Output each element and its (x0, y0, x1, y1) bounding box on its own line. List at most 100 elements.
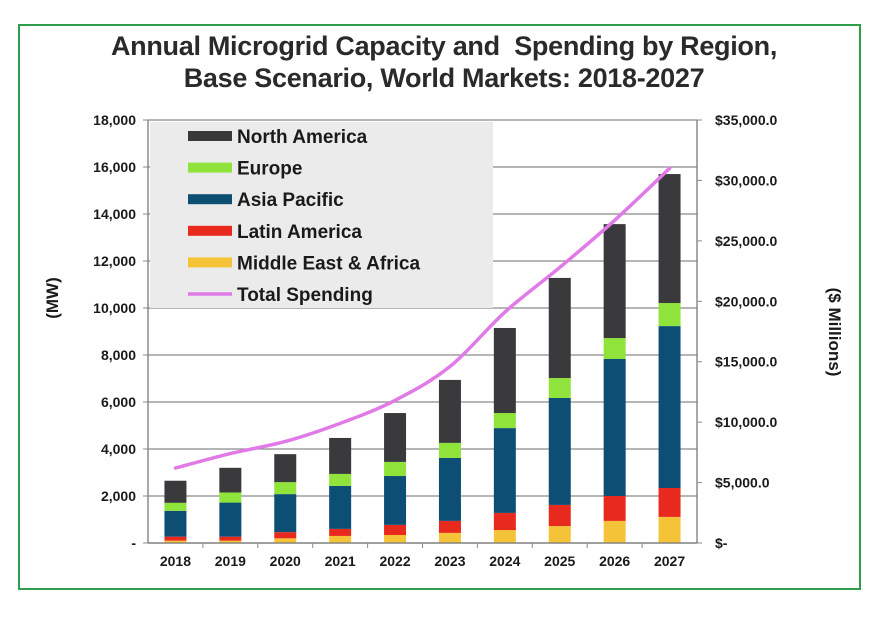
legend: North America Europe Asia Pacific Latin Ame… (188, 127, 420, 306)
bar-segment-middle-east-africa-2025 (548, 526, 571, 543)
bar-segment-asia-pacific-2024 (493, 428, 516, 513)
x-tick-label: 2024 (489, 553, 520, 569)
y-tick-label: - (131, 535, 136, 551)
bar-segment-middle-east-africa-2020 (274, 538, 297, 543)
x-tick-label: 2019 (215, 553, 246, 569)
bar-segment-latin-america-2019 (219, 536, 242, 541)
bar-segment-europe-2020 (274, 482, 297, 495)
chart-title-line-2: Base Scenario, World Markets: 2018-2027 (183, 63, 705, 93)
y2-tick-label: $30,000.0 (715, 172, 777, 188)
bar-segment-north-america-2019 (219, 467, 242, 493)
bar-segment-north-america-2018 (164, 480, 187, 503)
bar-segment-latin-america-2018 (164, 536, 187, 541)
legend-swatch (188, 194, 232, 205)
bar-segment-latin-america-2020 (274, 532, 297, 539)
chart-frame (18, 24, 861, 590)
chart-title: Annual Microgrid Capacity and Spending b… (40, 30, 848, 94)
bar-segment-middle-east-africa-2023 (438, 532, 461, 543)
bar-segment-latin-america-2022 (384, 524, 407, 536)
legend-item-north-america: North America (188, 127, 368, 148)
bar-segment-asia-pacific-2020 (274, 494, 297, 533)
y-tick-label: 18,000 (93, 112, 136, 128)
bar-segment-europe-2023 (438, 442, 461, 458)
x-tick-label: 2027 (654, 553, 685, 569)
y-axis-label: (MW) (43, 277, 62, 319)
bar-segment-latin-america-2025 (548, 504, 571, 527)
legend-label: Europe (237, 159, 302, 180)
legend-item-middle-east-africa: Middle East & Africa (188, 253, 420, 274)
legend-item-latin-america: Latin America (188, 222, 362, 243)
legend-box (150, 122, 493, 308)
y-axis-ticks: - 2,000 4,000 6,000 8,000 10,000 12,000 14,000 1… (93, 112, 148, 551)
x-tick-label: 2022 (379, 553, 410, 569)
y-tick-label: 12,000 (93, 253, 136, 269)
bar-segment-north-america-2027 (658, 174, 681, 304)
bar-segment-latin-america-2027 (658, 488, 681, 517)
bar-segment-latin-america-2021 (329, 528, 352, 536)
legend-label: Latin America (237, 222, 362, 243)
bar-segment-middle-east-africa-2022 (384, 535, 407, 543)
bar-segment-europe-2022 (384, 461, 407, 477)
bar-segment-europe-2026 (603, 338, 626, 359)
bar-segment-europe-2018 (164, 502, 187, 511)
legend-label: Middle East & Africa (237, 253, 420, 274)
bar-segment-middle-east-africa-2019 (219, 540, 242, 543)
bar-segment-north-america-2024 (493, 327, 516, 414)
x-tick-label: 2023 (434, 553, 465, 569)
legend-swatch (188, 162, 232, 173)
bar-segment-north-america-2020 (274, 454, 297, 483)
y-tick-label: 16,000 (93, 159, 136, 175)
y2-axis-ticks: $- $5,000.0 $10,000.0 $15,000.0 $20,000.0 $25… (697, 112, 777, 551)
bar-segment-north-america-2026 (603, 224, 626, 339)
bar-segment-europe-2024 (493, 413, 516, 429)
x-axis-ticks: 2018 2019 2020 2021 2022 2023 2024 2025 2026 2027 (160, 543, 685, 569)
y2-tick-label: $- (715, 535, 728, 551)
bar-segment-asia-pacific-2018 (164, 510, 187, 537)
y2-tick-label: $5,000.0 (715, 475, 770, 491)
chart-title-line-1: Annual Microgrid Capacity and Spending b… (110, 31, 778, 61)
legend-label: Asia Pacific (237, 190, 344, 211)
y2-tick-label: $15,000.0 (715, 354, 777, 370)
bar-segment-asia-pacific-2026 (603, 358, 626, 496)
bars (164, 174, 681, 543)
bar-segment-middle-east-africa-2024 (493, 530, 516, 543)
x-tick-label: 2021 (325, 553, 356, 569)
bar-segment-north-america-2021 (329, 437, 352, 474)
y2-tick-label: $10,000.0 (715, 414, 777, 430)
x-tick-label: 2020 (270, 553, 301, 569)
bar-segment-north-america-2025 (548, 277, 571, 379)
bar-segment-asia-pacific-2022 (384, 476, 407, 525)
legend-swatch (188, 225, 232, 236)
spending-line-group (173, 166, 672, 470)
bar-segment-europe-2021 (329, 473, 352, 486)
y-tick-label: 2,000 (101, 488, 136, 504)
bar-segment-asia-pacific-2025 (548, 398, 571, 505)
legend-swatch (188, 131, 232, 141)
bar-segment-europe-2025 (548, 378, 571, 399)
y-tick-label: 14,000 (93, 206, 136, 222)
bar-segment-asia-pacific-2027 (658, 326, 681, 489)
y2-tick-label: $20,000.0 (715, 293, 777, 309)
y-tick-label: 4,000 (101, 441, 136, 457)
bar-segment-latin-america-2026 (603, 496, 626, 521)
bar-segment-north-america-2023 (438, 379, 461, 443)
bar-segment-europe-2019 (219, 492, 242, 503)
y-tick-label: 6,000 (101, 394, 136, 410)
bar-segment-latin-america-2023 (438, 520, 461, 533)
x-tick-label: 2018 (160, 553, 191, 569)
legend-label: North America (237, 127, 368, 148)
y2-tick-label: $35,000.0 (715, 112, 777, 128)
y-tick-label: 8,000 (101, 347, 136, 363)
bar-segment-middle-east-africa-2026 (603, 520, 626, 543)
x-tick-label: 2026 (599, 553, 630, 569)
y2-tick-label: $25,000.0 (715, 233, 777, 249)
bar-segment-middle-east-africa-2021 (329, 535, 352, 543)
bar-segment-middle-east-africa-2018 (164, 540, 187, 543)
bar-segment-asia-pacific-2021 (329, 485, 352, 529)
bar-segment-europe-2027 (658, 303, 681, 327)
bar-segment-north-america-2022 (384, 413, 407, 462)
bar-segment-asia-pacific-2023 (438, 457, 461, 521)
legend-label: Total Spending (237, 285, 373, 306)
y-tick-label: 10,000 (93, 300, 136, 316)
